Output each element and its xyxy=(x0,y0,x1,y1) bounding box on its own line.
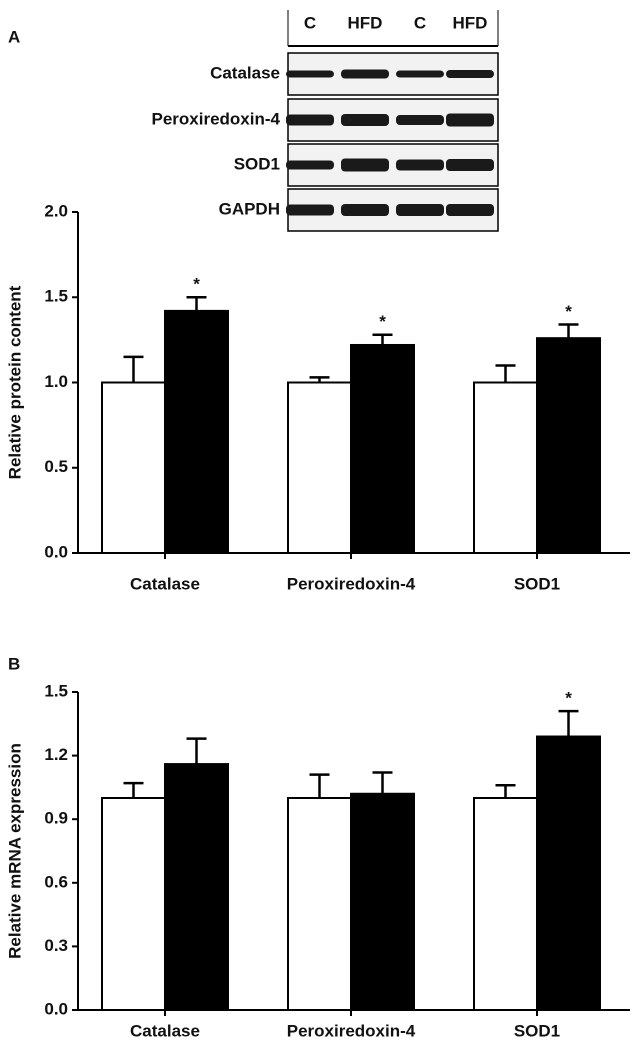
significance-marker: * xyxy=(565,302,572,321)
blot-band xyxy=(396,159,444,171)
bar xyxy=(164,763,229,1012)
x-tick-label: SOD1 xyxy=(514,574,560,593)
x-tick-label: Peroxiredoxin-4 xyxy=(287,1021,416,1040)
blot-band xyxy=(446,113,494,127)
blot-band xyxy=(341,158,389,172)
y-tick-label: 1.5 xyxy=(44,681,68,700)
x-tick-label: SOD1 xyxy=(514,1021,560,1040)
panel-label: A xyxy=(8,27,20,46)
significance-marker: * xyxy=(565,689,572,708)
x-tick-label: Catalase xyxy=(130,1021,200,1040)
blot-row-label: SOD1 xyxy=(234,154,280,173)
bar xyxy=(164,309,229,555)
significance-marker: * xyxy=(193,275,200,294)
blot-band xyxy=(446,159,494,171)
y-tick-label: 0.6 xyxy=(44,872,68,891)
blot-row-label: Catalase xyxy=(210,63,280,82)
blot-row-label: Peroxiredoxin-4 xyxy=(152,109,281,128)
y-tick-label: 1.0 xyxy=(44,372,68,391)
y-tick-label: 0.0 xyxy=(44,542,68,561)
bar xyxy=(473,381,538,554)
blot-band xyxy=(286,114,334,126)
lane-label: C xyxy=(304,13,316,32)
x-tick-label: Catalase xyxy=(130,574,200,593)
blot-band xyxy=(446,70,494,78)
bar xyxy=(536,735,601,1012)
blot-row-label: GAPDH xyxy=(219,199,280,218)
y-tick-label: 1.2 xyxy=(44,745,68,764)
bar xyxy=(350,792,415,1012)
lane-label: HFD xyxy=(453,13,488,32)
bar xyxy=(473,797,538,1011)
bar xyxy=(101,381,166,554)
lane-label: C xyxy=(414,13,426,32)
blot-band xyxy=(286,160,334,170)
y-tick-label: 1.5 xyxy=(44,287,68,306)
y-tick-label: 0.0 xyxy=(44,999,68,1018)
significance-marker: * xyxy=(379,312,386,331)
panel-label: B xyxy=(8,654,20,673)
bar xyxy=(350,343,415,554)
blot-band xyxy=(341,204,389,216)
bar xyxy=(287,797,352,1011)
y-tick-label: 0.3 xyxy=(44,936,68,955)
blot-band xyxy=(286,70,334,78)
y-tick-label: 2.0 xyxy=(44,201,68,220)
bar xyxy=(101,797,166,1011)
y-tick-label: 0.5 xyxy=(44,457,68,476)
bar xyxy=(536,337,601,555)
blot-band xyxy=(396,204,444,216)
blot-band xyxy=(396,115,444,125)
y-tick-label: 0.9 xyxy=(44,809,68,828)
lane-label: HFD xyxy=(348,13,383,32)
bar xyxy=(287,381,352,554)
x-tick-label: Peroxiredoxin-4 xyxy=(287,574,416,593)
blot-band xyxy=(446,204,494,216)
blot-band xyxy=(396,70,444,78)
blot-band xyxy=(341,69,389,79)
blot-band xyxy=(286,204,334,216)
y-axis-title: Relative protein content xyxy=(5,285,24,479)
y-axis-title: Relative mRNA expression xyxy=(5,743,24,959)
blot-band xyxy=(341,114,389,126)
